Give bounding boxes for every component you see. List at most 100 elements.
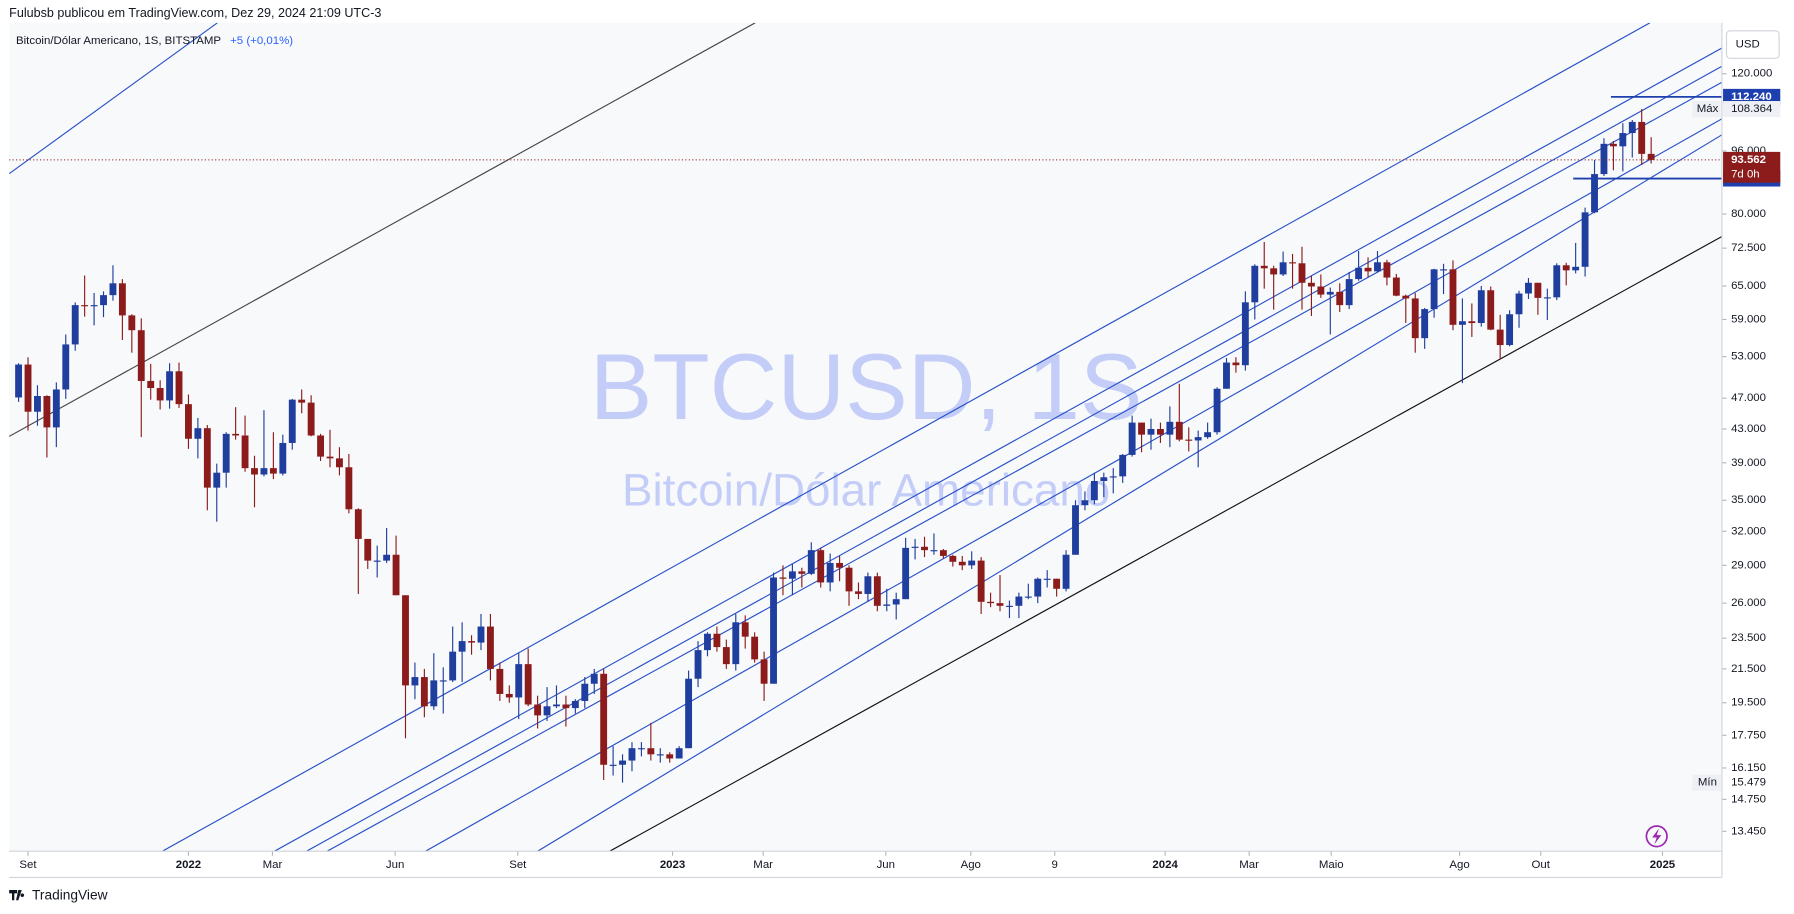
x-tick-label: Out [1532, 859, 1551, 871]
candle-body [477, 626, 485, 643]
candle-body [1241, 302, 1249, 366]
candle-body [166, 371, 174, 401]
candle-body [1364, 267, 1372, 272]
y-tick-label: 39.000 [1731, 457, 1766, 469]
candle-body [515, 664, 523, 698]
candle-body [336, 458, 343, 468]
candle-body [1553, 265, 1561, 298]
y-tick-label: 72.500 [1731, 242, 1766, 254]
candle-body [1534, 282, 1542, 298]
footer-brand: TradingView [32, 887, 108, 902]
candle-body [1043, 578, 1051, 580]
candle-body [845, 567, 853, 592]
candle-body [71, 305, 79, 345]
candle-body [1336, 291, 1344, 306]
candle-body [1090, 481, 1098, 501]
candle-body [307, 402, 315, 436]
candle-body [100, 295, 107, 306]
candle-body [807, 550, 815, 574]
candle-body [1166, 421, 1174, 435]
candle-body [1619, 133, 1627, 147]
candle-body [90, 305, 98, 307]
candle-body [722, 647, 730, 665]
last-price-label: 93.562 [1731, 154, 1766, 166]
candle-body [732, 622, 740, 665]
candle-body [345, 467, 353, 510]
candle-body [1374, 262, 1381, 272]
x-tick-label: 2022 [176, 859, 201, 871]
x-tick-label: Ago [961, 859, 981, 871]
min-tag [1723, 774, 1781, 791]
candle-body [392, 554, 400, 596]
candle-body [666, 754, 674, 759]
candle-body [373, 560, 381, 562]
candle-body [156, 388, 164, 401]
y-tick-label: 96.000 [1731, 145, 1766, 157]
candle-body [921, 546, 928, 551]
candle-body [949, 555, 957, 562]
trend-line [9, 22, 218, 175]
candle-body [1440, 269, 1447, 271]
candle-body [1138, 422, 1145, 435]
publisher-header: Fulubsb publicou em TradingView.com, Dez… [9, 6, 381, 20]
y-tick-label: 47.000 [1731, 392, 1766, 404]
candle-body [1487, 290, 1495, 330]
y-tick-label: 26.000 [1731, 597, 1766, 609]
candle-body [704, 633, 711, 651]
candle-body [1543, 297, 1551, 299]
candle-body [619, 760, 626, 765]
candle-body [1157, 428, 1164, 435]
candle-body [1232, 362, 1240, 366]
candle-body [1194, 437, 1202, 441]
candle-body [1591, 174, 1598, 213]
candle-body [1298, 263, 1306, 283]
drawings [9, 22, 1722, 852]
candle-body [251, 468, 258, 475]
y-tick-label: 23.500 [1731, 632, 1766, 644]
candle-body [1015, 596, 1023, 606]
candle-body [1109, 476, 1117, 478]
candle-body [826, 562, 834, 583]
channel-line [425, 118, 1722, 852]
lightning-icon[interactable] [1645, 825, 1668, 848]
candle-body [1562, 265, 1570, 271]
candle-body [779, 577, 787, 579]
candle-body [279, 442, 287, 474]
watermark-symbol: BTCUSD, 1S [590, 334, 1143, 439]
candle-body [185, 404, 192, 439]
candle-body [675, 748, 683, 759]
candle-body [1307, 282, 1315, 287]
icon-circle [1645, 825, 1668, 848]
x-tick-label: Mar [1239, 859, 1259, 871]
candle-body [1317, 286, 1325, 295]
candle-body [1581, 212, 1589, 267]
candle-body [600, 673, 608, 765]
y-tick-label: 65.000 [1731, 280, 1766, 292]
candle-body [1006, 605, 1013, 607]
candle-body [1270, 268, 1278, 275]
candle-body [958, 561, 966, 566]
x-tick-label: Set [509, 859, 527, 871]
candle-body [571, 700, 579, 709]
candle-body [1421, 309, 1429, 339]
candle-body [855, 591, 862, 594]
candle-body [1185, 439, 1193, 441]
candle-body [1034, 578, 1042, 597]
candle-body [713, 633, 721, 648]
candle-body [354, 509, 362, 539]
candle-body [439, 680, 447, 682]
candle-body [1260, 265, 1268, 269]
currency-box[interactable] [1725, 30, 1780, 59]
legend-title: Bitcoin/Dólar Americano, 1S, BITSTAMP [16, 35, 221, 47]
candle-body [1081, 500, 1089, 506]
max-label: 108.364 [1731, 103, 1773, 115]
x-tick-label: Ago [1449, 859, 1469, 871]
candle-body [383, 554, 391, 561]
candle-body [147, 380, 155, 389]
y-tick-label: 43.000 [1731, 423, 1766, 435]
y-tick-label: 14.750 [1731, 793, 1766, 805]
candle-body [562, 704, 570, 709]
candle-body [741, 622, 749, 637]
candle-body [430, 680, 438, 707]
candle-body [553, 704, 560, 707]
